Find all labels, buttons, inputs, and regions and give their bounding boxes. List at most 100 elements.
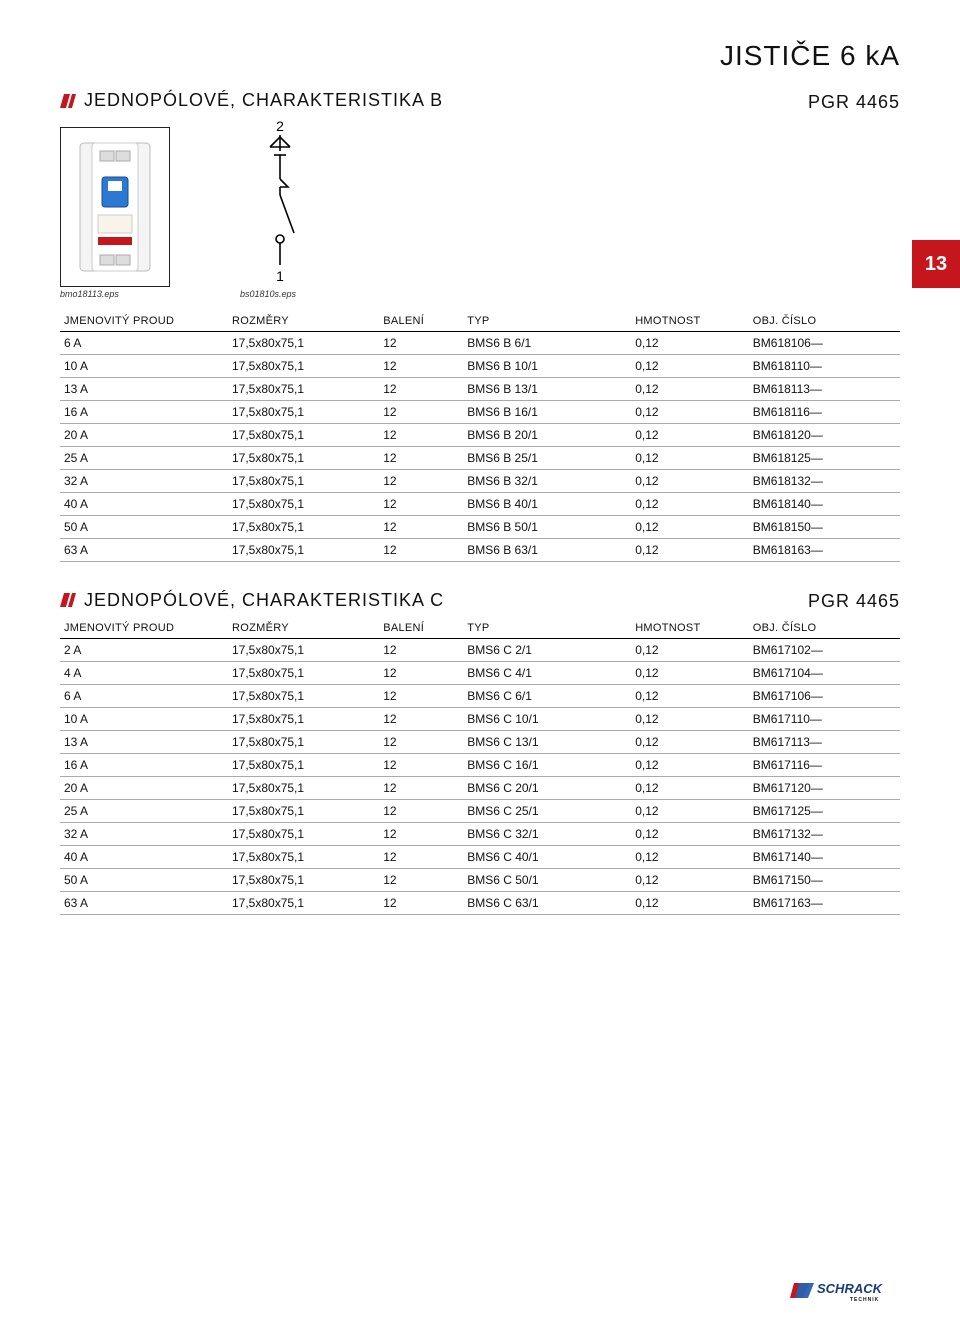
table-cell: 0,12 [631, 823, 749, 846]
table-cell: 0,12 [631, 354, 749, 377]
table-cell: 12 [379, 377, 463, 400]
table-cell: BM617132— [749, 823, 900, 846]
table-cell: 0,12 [631, 469, 749, 492]
table-cell: 17,5x80x75,1 [228, 846, 379, 869]
table-cell: BM617120— [749, 777, 900, 800]
table-row: 32 A17,5x80x75,112BMS6 C 32/10,12BM61713… [60, 823, 900, 846]
section-title-text: JEDNOPÓLOVÉ, CHARAKTERISTIKA B [84, 90, 443, 111]
table-cell: 6 A [60, 685, 228, 708]
table-cell: 17,5x80x75,1 [228, 639, 379, 662]
table-cell: BM617116— [749, 754, 900, 777]
section-pgr: PGR 4465 [808, 92, 900, 113]
table-cell: BM618140— [749, 492, 900, 515]
table-col-header: ROZMĚRY [228, 616, 379, 639]
table-cell: BMS6 C 16/1 [463, 754, 631, 777]
table-cell: 0,12 [631, 492, 749, 515]
table-cell: BMS6 B 16/1 [463, 400, 631, 423]
product-images-row: bmo18113.eps 21 bs01810s.eps [60, 119, 900, 299]
table-cell: BMS6 B 20/1 [463, 423, 631, 446]
table-cell: BM617104— [749, 662, 900, 685]
table-cell: 32 A [60, 823, 228, 846]
table-cell: BMS6 C 20/1 [463, 777, 631, 800]
schematic-image-wrap: 21 bs01810s.eps [240, 117, 320, 299]
table-cell: 10 A [60, 354, 228, 377]
table-row: 10 A17,5x80x75,112BMS6 C 10/10,12BM61711… [60, 708, 900, 731]
table-cell: 17,5x80x75,1 [228, 731, 379, 754]
table-cell: 0,12 [631, 377, 749, 400]
table-cell: BMS6 B 25/1 [463, 446, 631, 469]
table-cell: 12 [379, 823, 463, 846]
section-header: JEDNOPÓLOVÉ, CHARAKTERISTIKA CPGR 4465 [60, 590, 900, 613]
table-cell: BMS6 C 25/1 [463, 800, 631, 823]
table-cell: 17,5x80x75,1 [228, 538, 379, 561]
table-cell: BMS6 B 6/1 [463, 331, 631, 354]
svg-text:1: 1 [276, 268, 284, 284]
table-cell: 17,5x80x75,1 [228, 823, 379, 846]
table-cell: 4 A [60, 662, 228, 685]
table-cell: BMS6 C 13/1 [463, 731, 631, 754]
table-cell: BM617102— [749, 639, 900, 662]
table-col-header: HMOTNOST [631, 616, 749, 639]
table-cell: 0,12 [631, 423, 749, 446]
table-cell: 0,12 [631, 846, 749, 869]
image-caption-right: bs01810s.eps [240, 289, 320, 299]
table-cell: 0,12 [631, 869, 749, 892]
table-cell: 17,5x80x75,1 [228, 869, 379, 892]
table-cell: 12 [379, 892, 463, 915]
table-cell: 0,12 [631, 685, 749, 708]
table-cell: 12 [379, 662, 463, 685]
data-table: JMENOVITÝ PROUDROZMĚRYBALENÍTYPHMOTNOSTO… [60, 616, 900, 915]
table-cell: BM617150— [749, 869, 900, 892]
table-cell: 0,12 [631, 639, 749, 662]
image-caption-left: bmo18113.eps [60, 289, 170, 299]
table-cell: BM617110— [749, 708, 900, 731]
data-table: JMENOVITÝ PROUDROZMĚRYBALENÍTYPHMOTNOSTO… [60, 309, 900, 562]
table-cell: 20 A [60, 423, 228, 446]
section: JEDNOPÓLOVÉ, CHARAKTERISTIKA B PGR 4465 bm… [60, 90, 900, 562]
table-cell: 25 A [60, 446, 228, 469]
table-row: 2 A17,5x80x75,112BMS6 C 2/10,12BM617102— [60, 639, 900, 662]
table-cell: 12 [379, 708, 463, 731]
logo-text-main: SCHRACK [817, 1281, 884, 1296]
table-cell: BMS6 C 4/1 [463, 662, 631, 685]
table-cell: 20 A [60, 777, 228, 800]
table-cell: 17,5x80x75,1 [228, 423, 379, 446]
table-cell: 40 A [60, 846, 228, 869]
table-cell: BMS6 C 32/1 [463, 823, 631, 846]
table-cell: 0,12 [631, 331, 749, 354]
table-cell: 17,5x80x75,1 [228, 685, 379, 708]
table-cell: 12 [379, 492, 463, 515]
table-cell: 17,5x80x75,1 [228, 708, 379, 731]
table-cell: 12 [379, 515, 463, 538]
table-cell: BM618132— [749, 469, 900, 492]
table-cell: BM617113— [749, 731, 900, 754]
table-col-header: JMENOVITÝ PROUD [60, 616, 228, 639]
table-row: 20 A17,5x80x75,112BMS6 B 20/10,12BM61812… [60, 423, 900, 446]
table-col-header: ROZMĚRY [228, 309, 379, 332]
table-col-header: JMENOVITÝ PROUD [60, 309, 228, 332]
table-cell: 12 [379, 331, 463, 354]
section-title: JEDNOPÓLOVÉ, CHARAKTERISTIKA B [60, 90, 443, 111]
brand-logo: SCHRACK TECHNIK [790, 1275, 900, 1312]
table-cell: 17,5x80x75,1 [228, 377, 379, 400]
table-col-header: TYP [463, 616, 631, 639]
table-row: 6 A17,5x80x75,112BMS6 C 6/10,12BM617106— [60, 685, 900, 708]
table-cell: BMS6 B 32/1 [463, 469, 631, 492]
schematic-image: 21 [240, 117, 320, 287]
table-cell: 12 [379, 869, 463, 892]
section: JEDNOPÓLOVÉ, CHARAKTERISTIKA CPGR 4465 JM… [60, 590, 900, 916]
table-cell: 32 A [60, 469, 228, 492]
table-col-header: HMOTNOST [631, 309, 749, 332]
table-cell: BM617140— [749, 846, 900, 869]
table-row: 13 A17,5x80x75,112BMS6 C 13/10,12BM61711… [60, 731, 900, 754]
table-cell: 17,5x80x75,1 [228, 662, 379, 685]
table-cell: 17,5x80x75,1 [228, 515, 379, 538]
table-row: 20 A17,5x80x75,112BMS6 C 20/10,12BM61712… [60, 777, 900, 800]
table-cell: 17,5x80x75,1 [228, 400, 379, 423]
table-cell: 12 [379, 685, 463, 708]
table-cell: 12 [379, 423, 463, 446]
table-cell: 6 A [60, 331, 228, 354]
table-cell: BM617125— [749, 800, 900, 823]
section-title: JEDNOPÓLOVÉ, CHARAKTERISTIKA C [60, 590, 444, 611]
table-cell: 17,5x80x75,1 [228, 892, 379, 915]
